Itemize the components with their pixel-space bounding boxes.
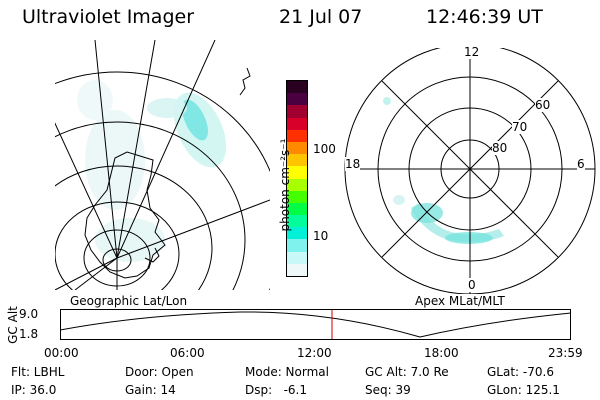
status-gain: Gain: 14 bbox=[125, 383, 176, 397]
date-label: 21 Jul 07 bbox=[279, 6, 363, 28]
colorbar-swatch bbox=[287, 215, 307, 228]
altitude-ytick-high: 9.0 bbox=[19, 307, 39, 321]
mlt-label-6: 6 bbox=[577, 157, 585, 171]
mlt-label-18: 18 bbox=[345, 157, 361, 171]
mlat-label-70: 70 bbox=[512, 120, 528, 134]
colorbar-swatch bbox=[287, 93, 307, 106]
geo-panel-label: Geographic Lat/Lon bbox=[70, 294, 188, 308]
coastline-fragment bbox=[239, 67, 251, 96]
colorbar-swatch bbox=[287, 166, 307, 179]
altitude-ytick-low: 1.8 bbox=[19, 327, 39, 341]
colorbar bbox=[286, 80, 308, 277]
status-filter: Flt: LBHL bbox=[11, 365, 65, 379]
app-title: Ultraviolet Imager bbox=[22, 6, 195, 28]
polar-diagonal bbox=[381, 80, 559, 258]
status-gc-alt: GC Alt: 7.0 Re bbox=[365, 365, 449, 379]
geographic-map bbox=[55, 40, 270, 290]
colorbar-swatch bbox=[287, 105, 307, 118]
colorbar-swatch bbox=[287, 141, 307, 155]
colorbar-swatch bbox=[287, 190, 307, 203]
mlt-label-12: 12 bbox=[464, 45, 480, 59]
altitude-plot bbox=[60, 309, 572, 340]
colorbar-swatch bbox=[287, 129, 307, 142]
colorbar-swatch bbox=[287, 117, 307, 130]
graticule bbox=[55, 40, 270, 290]
colorbar-swatch bbox=[287, 239, 307, 252]
coastline bbox=[84, 151, 166, 279]
colorbar-tick-10: 10 bbox=[313, 229, 329, 243]
coastline-fragment bbox=[144, 247, 160, 263]
polar-plot bbox=[344, 48, 596, 294]
altitude-xtick-1800: 18:00 bbox=[424, 346, 459, 360]
time-label: 12:46:39 UT bbox=[426, 6, 543, 28]
status-glat: GLat: -70.6 bbox=[487, 365, 554, 379]
status-ip: IP: 36.0 bbox=[11, 383, 57, 397]
status-mode: Mode: Normal bbox=[245, 365, 329, 379]
altitude-xtick-2359: 23:59 bbox=[548, 346, 583, 360]
altitude-xtick-0600: 06:00 bbox=[170, 346, 205, 360]
mlt-label-0: 0 bbox=[468, 278, 476, 292]
colorbar-swatch bbox=[287, 227, 307, 240]
colorbar-swatch bbox=[287, 178, 307, 191]
colorbar-swatch bbox=[287, 81, 307, 94]
status-glon: GLon: 125.1 bbox=[487, 383, 560, 397]
mlat-label-60: 60 bbox=[535, 98, 551, 112]
polar-panel-label: Apex MLat/MLT bbox=[415, 294, 505, 308]
altitude-xtick-1200: 12:00 bbox=[297, 346, 332, 360]
colorbar-swatch bbox=[287, 202, 307, 216]
colorbar-swatch bbox=[287, 251, 307, 264]
altitude-curve bbox=[60, 311, 572, 338]
altitude-xtick-0000: 00:00 bbox=[44, 346, 79, 360]
colorbar-swatch bbox=[287, 263, 307, 276]
status-seq: Seq: 39 bbox=[365, 383, 411, 397]
aurora-emission-polar bbox=[383, 97, 504, 244]
colorbar-swatch bbox=[287, 154, 307, 167]
mlat-label-80: 80 bbox=[492, 141, 508, 155]
altitude-ylabel: GC Alt bbox=[5, 306, 20, 344]
colorbar-unit-label: photon cm⁻²s⁻¹ bbox=[278, 138, 292, 232]
colorbar-tick-100: 100 bbox=[313, 142, 336, 156]
status-dsp: Dsp: -6.1 bbox=[245, 383, 308, 397]
status-door: Door: Open bbox=[125, 365, 194, 379]
